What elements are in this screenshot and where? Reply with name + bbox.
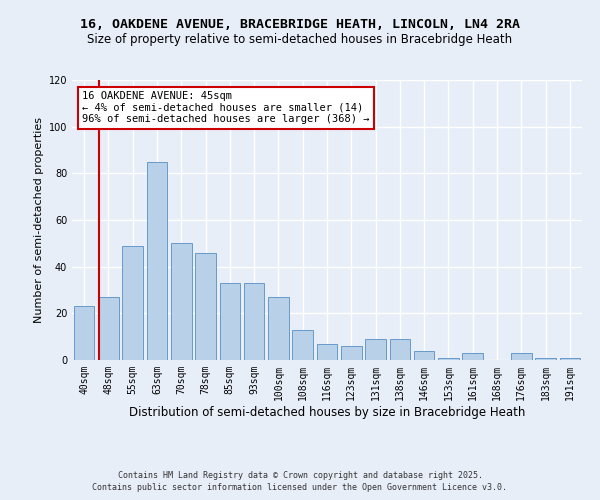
Bar [463,353,483,360]
Bar [414,350,434,360]
Bar [389,339,410,360]
Text: Contains HM Land Registry data © Crown copyright and database right 2025.
Contai: Contains HM Land Registry data © Crown c… [92,471,508,492]
Bar [195,252,216,360]
Bar [98,297,119,360]
Bar [341,346,362,360]
Text: 16 OAKDENE AVENUE: 45sqm
← 4% of semi-detached houses are smaller (14)
96% of se: 16 OAKDENE AVENUE: 45sqm ← 4% of semi-de… [82,91,370,124]
Bar [74,306,94,360]
Bar [317,344,337,360]
Bar [560,358,580,360]
Bar [146,162,167,360]
Bar [244,283,265,360]
Y-axis label: Number of semi-detached properties: Number of semi-detached properties [34,117,44,323]
Bar [365,339,386,360]
Bar [511,353,532,360]
Bar [220,283,240,360]
Bar [535,358,556,360]
Bar [268,297,289,360]
Bar [171,244,191,360]
Text: 16, OAKDENE AVENUE, BRACEBRIDGE HEATH, LINCOLN, LN4 2RA: 16, OAKDENE AVENUE, BRACEBRIDGE HEATH, L… [80,18,520,30]
Bar [122,246,143,360]
X-axis label: Distribution of semi-detached houses by size in Bracebridge Heath: Distribution of semi-detached houses by … [129,406,525,418]
Bar [438,358,459,360]
Text: Size of property relative to semi-detached houses in Bracebridge Heath: Size of property relative to semi-detach… [88,32,512,46]
Bar [292,330,313,360]
